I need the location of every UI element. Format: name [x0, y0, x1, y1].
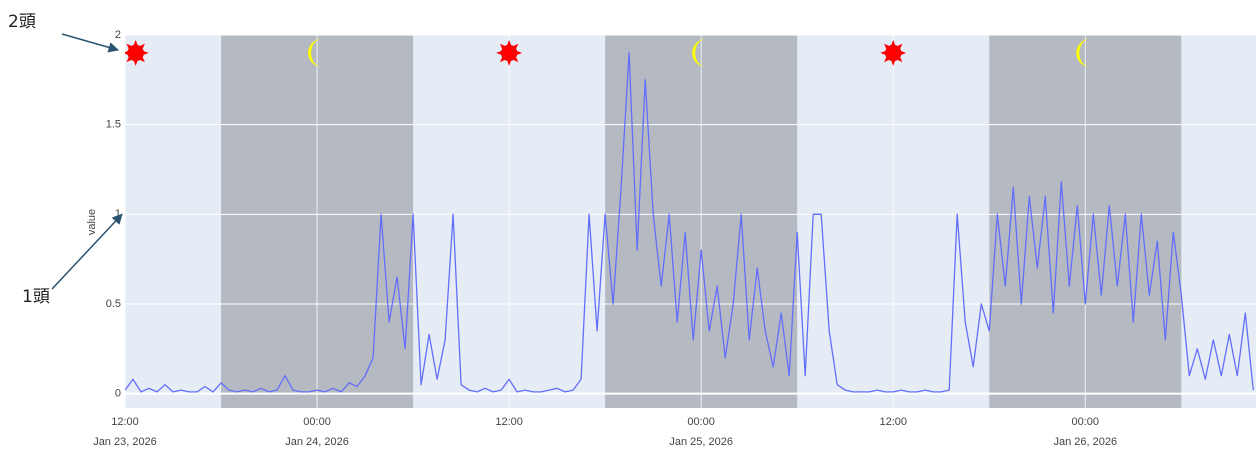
annotation-arrow: [51, 213, 123, 290]
sun-ray: [897, 43, 903, 49]
y-tick-label: 0.5: [106, 298, 121, 310]
annotation-text: 2頭: [8, 12, 36, 32]
sun-ray: [884, 43, 890, 49]
sun-disc: [500, 44, 518, 62]
x-tick-label: 00:00: [687, 416, 715, 428]
x-tick-label: 00:00: [303, 416, 331, 428]
annotation-text: 1頭: [22, 287, 50, 307]
x-tick-label: Jan 23, 2026: [93, 436, 157, 448]
sun-ray: [507, 60, 512, 66]
moon-icon: [692, 38, 707, 67]
x-tick-label: 12:00: [879, 416, 907, 428]
sun-ray: [143, 50, 149, 55]
x-tick-label: Jan 24, 2026: [285, 436, 349, 448]
data-line: [125, 52, 1254, 393]
moon-icon: [1076, 38, 1091, 67]
sun-icon: [880, 39, 907, 66]
sun-ray: [897, 57, 903, 63]
sun-ray: [900, 50, 907, 55]
sun-ray: [126, 57, 132, 63]
x-tick-label: 12:00: [495, 416, 523, 428]
sun-ray: [507, 39, 512, 46]
y-tick-label: 1.5: [106, 119, 121, 131]
moon-icon: [308, 38, 323, 67]
sun-disc: [127, 44, 144, 62]
sun-ray: [516, 50, 523, 55]
x-tick-label: 12:00: [111, 416, 139, 428]
sun-ray: [133, 39, 138, 46]
sun-ray: [880, 50, 886, 55]
sun-ray: [499, 57, 506, 63]
y-tick-label: 2: [115, 29, 121, 41]
sun-ray: [139, 43, 145, 49]
sun-ray: [125, 50, 128, 55]
x-tick-label: 00:00: [1072, 416, 1100, 428]
x-tick-label: Jan 25, 2026: [669, 436, 733, 448]
sun-ray: [139, 57, 145, 63]
sun-ray: [513, 57, 519, 63]
plot-area: [125, 35, 1256, 408]
sun-ray: [513, 43, 519, 49]
sun-icon: [496, 39, 523, 66]
sun-ray: [499, 43, 506, 49]
sun-ray: [891, 60, 896, 66]
sun-ray: [496, 50, 502, 55]
sun-ray: [126, 43, 132, 49]
sun-disc: [884, 44, 902, 62]
sun-ray: [884, 57, 890, 63]
sun-ray: [133, 60, 138, 66]
sun-ray: [891, 39, 896, 46]
x-tick-label: Jan 26, 2026: [1053, 436, 1117, 448]
moon-crescent: [1076, 38, 1091, 67]
annotation-arrow: [61, 33, 120, 53]
moon-crescent: [692, 38, 707, 67]
sun-icon: [125, 39, 149, 66]
moon-crescent: [308, 38, 323, 67]
y-axis-title: value: [86, 209, 98, 235]
y-tick-label: 0: [115, 388, 121, 400]
